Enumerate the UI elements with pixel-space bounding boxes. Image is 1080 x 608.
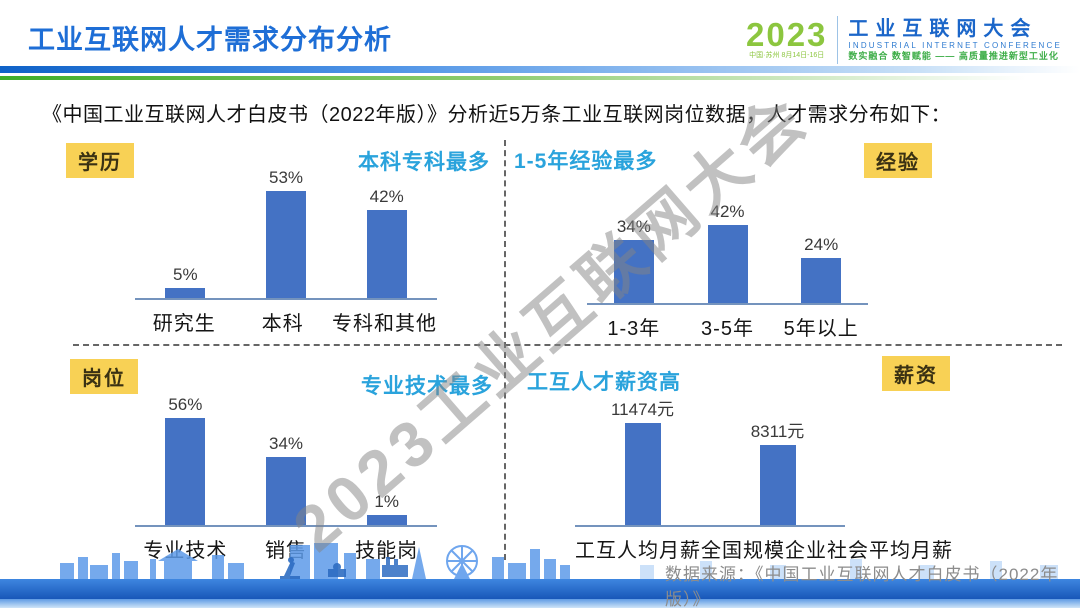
experience-category-label-1: 3-5年 xyxy=(701,318,754,340)
salary-category-label-1: 全国规模企业社会平均月薪 xyxy=(701,540,953,562)
position-bar-group-1: 34% xyxy=(236,395,337,525)
skyline-buildings xyxy=(60,543,570,579)
header-rule-green xyxy=(0,76,1080,80)
salary-value-label-1: 8311元 xyxy=(750,422,805,441)
education-value-label-1: 53% xyxy=(268,168,304,187)
logo-name-cn: 工业互联网大会 xyxy=(848,18,1038,41)
city-skyline-icon xyxy=(0,543,1080,608)
quadrant-experience: 1-5年经验最多 经验 34% 42% 24% 1-3年 3-5年 5年以上 xyxy=(508,138,1020,343)
vertical-dashed-divider xyxy=(504,140,506,560)
position-category-label-2: 技能岗 xyxy=(355,540,419,562)
experience-bar-group-1: 42% xyxy=(681,173,775,303)
position-bar-1 xyxy=(266,457,306,525)
quadrant-position: 岗位 专业技术最多 56% 34% 1% 专业技术 销售 技能岗 xyxy=(60,352,500,562)
position-value-label-0: 56% xyxy=(168,395,203,414)
salary-bar-0 xyxy=(624,423,661,525)
header-rule-blue xyxy=(0,66,1080,73)
skyline-buildings-far xyxy=(640,559,1058,579)
education-bar-0 xyxy=(165,288,206,298)
education-category-row: 研究生 本科 专科和其他 xyxy=(135,307,437,336)
robot-arm-icon xyxy=(280,557,300,579)
experience-category-row: 1-3年 3-5年 5年以上 xyxy=(587,312,868,341)
logo-slogan: 数实融合 数智赋能 —— 高质量推进新型工业化 xyxy=(848,51,1059,62)
education-value-label-2: 42% xyxy=(369,187,404,206)
salary-bar-group-1: 8311元 xyxy=(710,395,845,525)
experience-category-label-2: 5年以上 xyxy=(783,318,859,340)
data-source-text: 数据来源：《中国工业互联网人才白皮书（2022年版）》 xyxy=(665,565,1059,608)
logo-divider xyxy=(837,16,839,64)
education-category-label-0: 研究生 xyxy=(152,313,216,335)
education-category-label-2: 专科和其他 xyxy=(332,313,437,335)
highlight-experience: 1-5年经验最多 xyxy=(514,150,658,173)
experience-bar-group-0: 34% xyxy=(587,173,681,303)
salary-bar-1 xyxy=(759,445,796,525)
badge-education: 学历 xyxy=(66,143,134,178)
horizontal-dashed-divider xyxy=(73,344,1062,346)
ferris-wheel-icon xyxy=(446,545,478,579)
salary-bar-chart: 11474元 8311元 工互人均月薪 全国规模企业社会平均月薪 xyxy=(575,395,952,563)
conference-logo: 2023 中国·苏州 8月14日-16日 工业互联网大会 INDUSTRIAL … xyxy=(742,14,1066,66)
education-bar-group-1: 53% xyxy=(236,168,337,298)
salary-value-label-0: 11474元 xyxy=(610,400,674,419)
education-bar-chart: 5% 53% 42% 研究生 本科 专科和其他 xyxy=(135,168,437,336)
experience-bar-2 xyxy=(801,258,842,303)
salary-category-row: 工互人均月薪 全国规模企业社会平均月薪 xyxy=(575,534,952,563)
education-bar-group-0: 5% xyxy=(135,168,236,298)
logo-year: 2023 xyxy=(746,16,828,53)
education-value-label-0: 5% xyxy=(173,265,198,284)
badge-salary: 薪资 xyxy=(882,356,950,391)
experience-bar-0 xyxy=(613,240,654,303)
position-bar-0 xyxy=(165,418,206,525)
factory-icon xyxy=(382,557,408,577)
experience-plot-area: 34% 42% 24% xyxy=(587,173,868,305)
quadrant-salary: 工互人才薪资高 薪资 11474元 8311元 工互人均月薪 全国规模企业社会平均月… xyxy=(508,352,1020,562)
industrial-valve-icon xyxy=(328,563,346,577)
position-plot-area: 56% 34% 1% xyxy=(135,395,437,527)
position-category-label-0: 专业技术 xyxy=(143,540,228,562)
salary-plot-area: 11474元 8311元 xyxy=(575,395,845,527)
quadrant-education: 学历 本科专科最多 5% 53% 42% 研究生 本科 专科和其他 xyxy=(60,138,500,343)
position-bar-group-2: 1% xyxy=(336,395,437,525)
logo-name-en: INDUSTRIAL INTERNET CONFERENCE xyxy=(848,41,1062,51)
salary-bar-group-0: 11474元 xyxy=(575,395,710,525)
education-category-label-1: 本科 xyxy=(261,313,304,335)
education-plot-area: 5% 53% 42% xyxy=(135,168,437,300)
highlight-education: 本科专科最多 xyxy=(358,151,490,174)
salary-category-label-0: 工互人均月薪 xyxy=(575,540,701,562)
position-bar-chart: 56% 34% 1% 专业技术 销售 技能岗 xyxy=(135,395,437,563)
experience-category-label-0: 1-3年 xyxy=(607,318,661,340)
position-value-label-2: 1% xyxy=(374,492,399,511)
logo-year-block: 2023 中国·苏州 8月14日-16日 xyxy=(746,16,837,60)
experience-value-label-0: 34% xyxy=(616,217,651,236)
page-title: 工业互联网人才需求分布分析 xyxy=(28,25,392,55)
badge-position: 岗位 xyxy=(70,359,138,394)
experience-bar-group-2: 24% xyxy=(774,173,868,303)
logo-name-block: 工业互联网大会 INDUSTRIAL INTERNET CONFERENCE 数… xyxy=(848,18,1062,62)
highlight-position: 专业技术最多 xyxy=(361,375,493,398)
footer-band-fade xyxy=(0,599,1080,608)
logo-venue: 中国·苏州 8月14日-16日 xyxy=(749,52,825,59)
education-bar-group-2: 42% xyxy=(336,168,437,298)
education-bar-2 xyxy=(366,210,407,298)
position-bar-group-0: 56% xyxy=(135,395,236,525)
position-value-label-1: 34% xyxy=(268,434,304,453)
experience-bar-1 xyxy=(707,225,748,303)
education-bar-1 xyxy=(266,191,306,298)
highlight-salary: 工互人才薪资高 xyxy=(527,371,681,394)
experience-value-label-2: 24% xyxy=(804,235,839,254)
badge-experience: 经验 xyxy=(864,143,932,178)
experience-value-label-1: 42% xyxy=(710,202,745,221)
experience-bar-chart: 34% 42% 24% 1-3年 3-5年 5年以上 xyxy=(587,173,868,341)
intro-text: 《中国工业互联网人才白皮书（2022年版）》分析近5万条工业互联网岗位数据，人才… xyxy=(42,104,952,126)
footer-band xyxy=(0,579,1080,599)
position-bar-2 xyxy=(366,515,407,525)
